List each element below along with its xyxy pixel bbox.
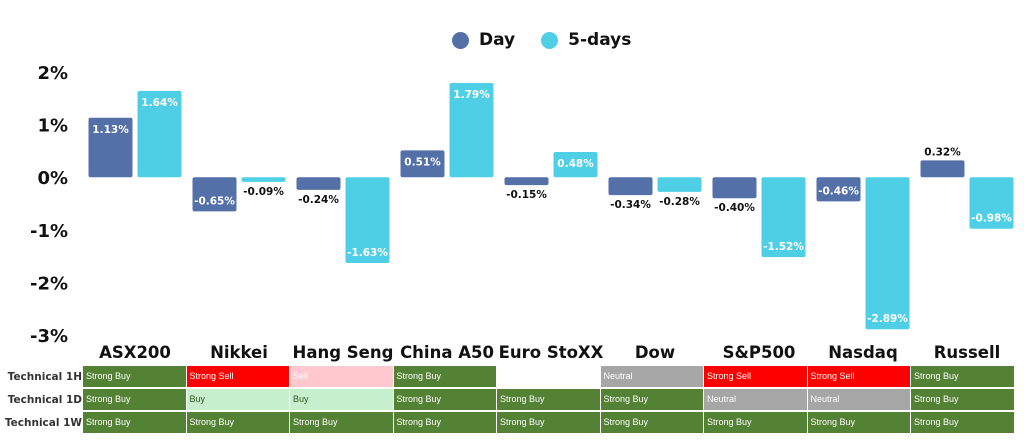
technicals-cell: Strong Buy <box>83 366 187 388</box>
technicals-cell: Buy <box>186 389 290 411</box>
y-tick-label: 2% <box>37 63 68 84</box>
technicals-cell: Strong Buy <box>393 366 497 388</box>
technicals-cell: Strong Buy <box>911 389 1015 411</box>
technicals-cell: Strong Buy <box>290 412 394 434</box>
technicals-row: Technical 1D Strong Buy Buy Buy Strong Buy St… <box>0 389 1024 412</box>
x-tick-label: Hang Seng <box>293 343 394 362</box>
y-tick-label: 1% <box>37 116 68 137</box>
bar-5-days-russell <box>969 177 1014 229</box>
technicals-cell: Strong Buy <box>704 412 808 434</box>
bar-5-days-hang-seng <box>345 177 390 263</box>
technicals-cell: Strong Sell <box>807 366 911 388</box>
y-tick-label: 0% <box>37 168 68 189</box>
bar-day-s-p500 <box>712 177 757 199</box>
bar-5-days-asx200 <box>137 90 182 178</box>
data-label-5-days: -2.89% <box>867 313 908 325</box>
data-label-5-days: 0.48% <box>557 158 594 170</box>
bar-day-hang-seng <box>296 177 341 190</box>
legend-item-5-days[interactable]: 5-days <box>541 30 631 50</box>
data-label-5-days: -0.28% <box>659 196 700 208</box>
data-label-5-days: -0.09% <box>243 186 284 198</box>
technicals-row: Technical 1W Strong Buy Strong Buy Strong B… <box>0 412 1024 435</box>
technicals-cell: Strong Buy <box>600 389 704 411</box>
x-tick-label: Dow <box>635 343 675 362</box>
x-tick-label: China A50 <box>400 343 494 362</box>
data-label-day: 0.51% <box>404 156 441 168</box>
technicals-cell: Neutral <box>704 389 808 411</box>
data-label-5-days: -1.63% <box>347 247 388 259</box>
technicals-row-label: Technical 1W <box>4 417 82 429</box>
bar-day-nasdaq <box>816 177 861 202</box>
bar-day-dow <box>608 177 653 196</box>
bar-5-days-china-a50 <box>449 83 494 178</box>
technicals-cell: Neutral <box>600 366 704 388</box>
data-label-day: -0.34% <box>610 199 651 211</box>
technicals-cell: Sell <box>290 366 394 388</box>
bar-day-china-a50 <box>400 150 445 178</box>
x-tick-label: Euro StoXX <box>499 343 604 362</box>
x-tick-label: Russell <box>934 343 1001 362</box>
technicals-table: Technical 1H Strong Buy Strong Sell Sell Str… <box>0 366 1024 436</box>
y-tick-label: -3% <box>30 326 68 347</box>
data-label-day: -0.24% <box>298 194 339 206</box>
technicals-cell: Strong Buy <box>497 412 601 434</box>
bar-5-days-nasdaq <box>865 177 910 330</box>
bar-chart: 2% 1% 0% -1% -2% -3% 1.13% -0.65% -0.24% 0.51% -0.… <box>30 63 1014 362</box>
y-tick-label: -2% <box>30 273 68 294</box>
technicals-row-label: Technical 1H <box>7 371 82 383</box>
technicals-cell: Strong Buy <box>600 412 704 434</box>
technicals-row-label: Technical 1D <box>7 394 82 406</box>
bar-day-asx200 <box>88 117 133 178</box>
technicals-row: Technical 1H Strong Buy Strong Sell Sell Str… <box>0 366 1024 389</box>
legend-marker-day <box>452 31 469 49</box>
technicals-cell: Strong Buy <box>393 389 497 411</box>
data-label-5-days: -0.98% <box>971 213 1012 225</box>
x-tick-label: ASX200 <box>99 343 171 362</box>
data-label-day: -0.40% <box>714 202 755 214</box>
technicals-cell: Strong Buy <box>393 412 497 434</box>
x-tick-label: S&P500 <box>723 343 796 362</box>
technicals-cell: Strong Buy <box>911 366 1015 388</box>
chart-legend: Day 5-days <box>452 30 657 50</box>
data-label-day: -0.46% <box>818 185 859 197</box>
data-label-day: -0.65% <box>194 195 235 207</box>
technicals-cell: Strong Sell <box>186 366 290 388</box>
technicals-cell: Strong Buy <box>911 412 1015 434</box>
bar-5-days-euro-stoxx <box>553 151 598 178</box>
data-label-5-days: 1.79% <box>453 89 490 101</box>
bar-day-nikkei <box>192 177 237 212</box>
data-label-day: -0.15% <box>506 189 547 201</box>
technicals-cell: Strong Buy <box>186 412 290 434</box>
x-tick-label: Nasdaq <box>828 343 898 362</box>
technicals-cell: Strong Buy <box>83 412 187 434</box>
technicals-cell: Strong Buy <box>83 389 187 411</box>
technicals-cell: Buy <box>290 389 394 411</box>
legend-label-5-days: 5-days <box>568 30 632 50</box>
legend-item-day[interactable]: Day <box>452 30 515 50</box>
data-label-day: 0.32% <box>924 146 961 158</box>
x-tick-label: Nikkei <box>210 343 268 362</box>
bar-5-days-dow <box>657 177 702 192</box>
technicals-cell: Strong Sell <box>704 366 808 388</box>
technicals-cell: Strong Buy <box>497 389 601 411</box>
technicals-cell <box>497 366 601 388</box>
bar-day-russell <box>920 160 965 178</box>
technicals-cell: Neutral <box>807 389 911 411</box>
data-label-day: 1.13% <box>92 124 129 136</box>
legend-marker-5-days <box>541 31 559 49</box>
data-label-5-days: 1.64% <box>141 97 178 109</box>
bar-5-days-nikkei <box>241 177 286 182</box>
y-tick-label: -1% <box>30 221 68 242</box>
legend-label-day: Day <box>479 30 516 50</box>
bar-day-euro-stoxx <box>504 177 549 186</box>
data-label-5-days: -1.52% <box>763 241 804 253</box>
technicals-cell: Strong Buy <box>807 412 911 434</box>
bar-5-days-s-p500 <box>761 177 806 258</box>
